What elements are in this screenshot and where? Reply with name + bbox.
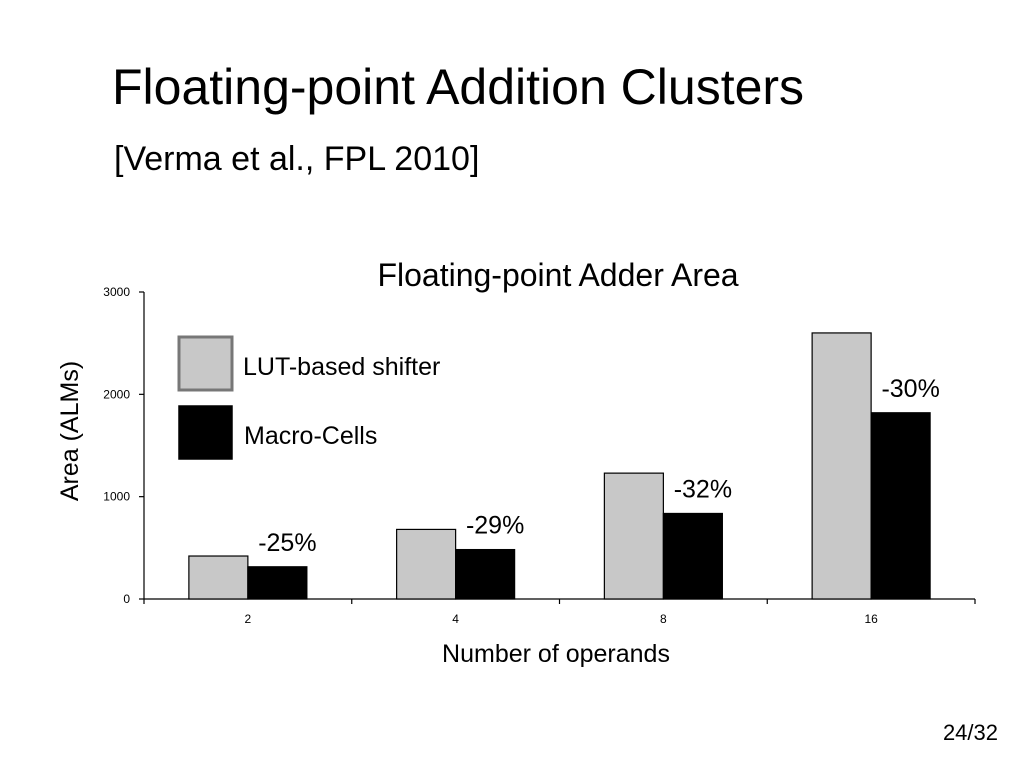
slide-subtitle: [Verma et al., FPL 2010]: [114, 140, 480, 178]
bar-lut-based-shifter-16: [811, 332, 872, 600]
legend-swatch-lut-based-shifter: [177, 335, 234, 392]
x-tick-label: 16: [864, 612, 878, 626]
bar-lut-based-shifter-2: [188, 555, 249, 600]
y-tick-label: 0: [123, 592, 130, 606]
x-tick-label: 4: [452, 612, 459, 626]
x-axis-title: Number of operands: [442, 640, 670, 668]
bar-macro-cells-8: [662, 512, 723, 600]
page-number: 24/32: [942, 720, 998, 745]
reduction-label-16: -30%: [881, 375, 939, 403]
reduction-label-4: -29%: [466, 512, 524, 540]
chart-title: Floating-point Adder Area: [377, 257, 738, 293]
reduction-label-8: -32%: [674, 475, 732, 503]
slide-title: Floating-point Addition Clusters: [112, 59, 805, 115]
y-tick-label: 3000: [103, 285, 130, 299]
y-tick-label: 1000: [103, 490, 130, 504]
x-tick-label: 2: [245, 612, 252, 626]
y-tick-label: 2000: [103, 387, 130, 401]
legend-label-lut-based-shifter: LUT-based shifter: [243, 353, 440, 381]
bar-macro-cells-16: [870, 412, 931, 600]
bar-macro-cells-2: [247, 566, 308, 600]
y-axis-title: Area (ALMs): [56, 361, 84, 501]
bar-macro-cells-4: [455, 548, 516, 600]
legend-label-macro-cells: Macro-Cells: [244, 422, 377, 450]
legend-swatch-macro-cells: [178, 405, 233, 460]
x-tick-label: 8: [660, 612, 667, 626]
reduction-label-2: -25%: [258, 529, 316, 557]
bar-lut-based-shifter-4: [396, 528, 457, 600]
bar-lut-based-shifter-8: [603, 472, 664, 600]
